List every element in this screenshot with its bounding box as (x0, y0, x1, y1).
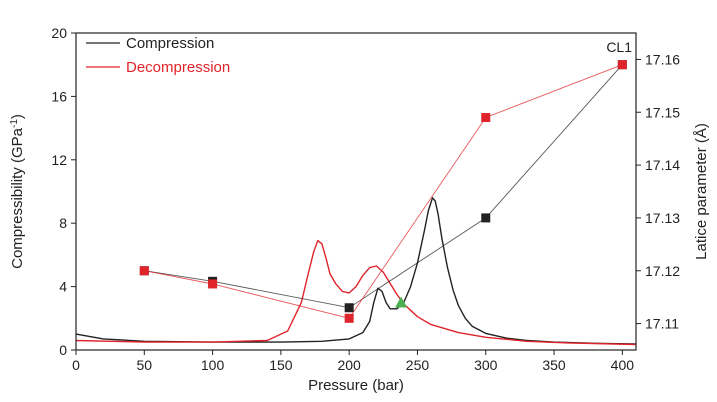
point-decompression-lattice (344, 313, 354, 323)
x-tick-label: 350 (542, 357, 566, 373)
series-lines (75, 64, 637, 346)
series-markers (139, 60, 627, 323)
y-right-tick-label: 17.12 (645, 263, 680, 279)
point-decompression-lattice (208, 279, 218, 289)
y-left-title-end: ) (9, 114, 26, 119)
y-left-tick-label: 0 (59, 342, 67, 358)
y-right-tick-label: 17.13 (645, 210, 680, 226)
y-right-tick-label: 17.11 (645, 316, 679, 332)
x-tick-label: 250 (406, 357, 430, 373)
y-right-tick-label: 17.14 (645, 157, 680, 173)
point-transition-marker (395, 296, 408, 308)
legend: Compression Decompression (86, 35, 230, 76)
y-left-tick-label: 4 (59, 279, 67, 295)
series-line-decompression (75, 239, 637, 346)
y-left-title-superscript: -1 (9, 119, 20, 128)
y-left-tick-label: 20 (51, 25, 67, 41)
x-tick-label: 0 (72, 357, 80, 373)
point-compression-lattice (344, 303, 354, 313)
plot-frame (75, 32, 637, 351)
y-left-tick-label: 8 (59, 215, 67, 231)
y-left-tick-label: 12 (51, 152, 67, 168)
y-left-axis-title: Compressibility (GPa-1) (9, 114, 27, 269)
y-left-tick-label: 16 (51, 88, 67, 104)
x-tick-label: 50 (137, 357, 153, 373)
legend-label-compression: Compression (126, 35, 214, 52)
point-compression-lattice (481, 213, 491, 223)
y-right-tick-label: 17.16 (645, 51, 680, 67)
x-tick-label: 400 (611, 357, 635, 373)
x-tick-label: 200 (337, 357, 361, 373)
point-decompression-lattice (617, 60, 627, 70)
y-right-axis-title: Latice parameter (Å) (693, 123, 710, 260)
point-decompression-lattice (139, 266, 149, 276)
y-right-tick-label: 17.15 (645, 104, 680, 120)
x-tick-label: 300 (474, 357, 498, 373)
x-tick-label: 150 (269, 357, 293, 373)
x-axis-title: Pressure (bar) (308, 377, 404, 394)
axis-ticks: 0 50 100 150 200 250 300 350 400 0 4 8 12 16 20 17.11 17… (51, 25, 680, 373)
legend-label-decompression: Decompression (126, 59, 230, 76)
series-line-compression (75, 197, 637, 345)
x-tick-label: 100 (201, 357, 225, 373)
series-connector-compression-lattice (144, 64, 623, 309)
y-left-title-main: Compressibility (GPa (9, 127, 26, 269)
panel-label: CL1 (606, 39, 632, 55)
point-decompression-lattice (481, 113, 491, 123)
